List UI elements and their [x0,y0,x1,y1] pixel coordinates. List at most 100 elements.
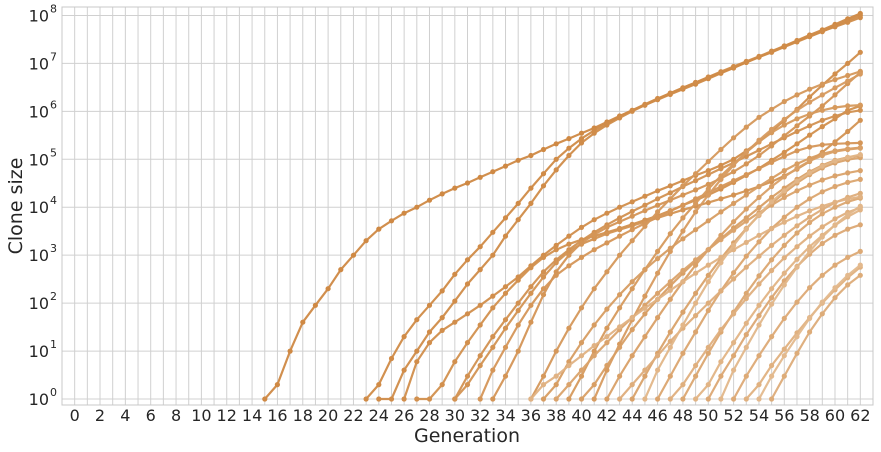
data-point [363,396,369,402]
data-point [769,267,775,274]
data-point [807,182,813,188]
data-point [705,262,711,268]
data-point [578,240,585,246]
data-point [515,300,521,306]
data-point [794,141,800,147]
data-point [693,196,699,202]
data-point [464,373,471,379]
data-point [756,183,762,190]
data-point [477,362,483,369]
data-point [642,334,648,340]
data-point [819,107,825,113]
data-point [667,329,673,335]
data-point [794,128,800,135]
data-point [756,137,762,143]
data-point [617,215,623,221]
data-point [781,188,787,194]
data-point [743,218,749,224]
data-point [578,254,585,260]
data-point [756,114,762,120]
x-tick-label: 32 [470,406,490,425]
data-point [401,396,407,402]
data-point [807,99,813,105]
x-tick-label: 38 [546,406,566,425]
data-point [528,290,534,296]
data-point [845,196,851,202]
data-point [578,340,585,346]
data-point [642,367,648,373]
data-point [452,271,458,277]
data-point [794,148,800,154]
data-point [439,288,445,294]
data-point [667,287,673,293]
y-tick-label: 10 1 [29,338,57,361]
data-point [452,319,458,325]
data-point [807,219,813,226]
data-point [756,212,762,218]
data-point [477,353,483,359]
data-point [781,282,787,288]
data-point [502,325,509,331]
data-point [794,264,800,270]
data-point [845,19,851,25]
data-point [743,58,749,64]
data-point [819,211,825,217]
data-point [693,300,699,306]
data-point [667,296,673,302]
data-point [502,373,509,379]
data-point [769,106,775,112]
data-point [857,117,863,123]
data-point [832,216,838,222]
data-point [528,284,534,290]
data-point [502,290,509,296]
y-tick-exponent: 3 [50,242,57,255]
data-point [718,166,724,172]
x-axis-label: Generation [414,425,520,447]
x-tick-label: 42 [597,406,617,425]
data-point [680,350,686,356]
x-tick-label: 20 [318,406,338,425]
data-point [629,108,635,114]
data-point [731,200,737,206]
data-point [718,146,724,153]
data-point [629,327,635,333]
data-point [781,149,787,155]
data-point [693,262,699,268]
data-point [578,353,585,359]
data-point [857,207,863,213]
data-point [819,81,825,87]
data-point [832,24,838,30]
y-tick-label: 10 8 [29,2,57,25]
data-point [502,163,509,169]
series-9 [528,68,863,402]
data-point [743,320,749,326]
data-point [794,230,800,236]
data-point [794,178,800,184]
data-point [515,348,521,354]
data-point [794,161,800,167]
data-point [731,353,737,359]
x-axis-ticks: 0 2 4 6 8 10 12 14 16 18 20 22 24 26 28 30 32 34 36 38 40 42 4… [70,406,871,425]
data-point [819,224,825,230]
data-point [693,329,699,335]
data-point [604,325,610,331]
data-point [629,238,635,244]
data-point [591,286,597,292]
data-point [819,117,825,123]
data-point [845,103,851,109]
data-point [439,327,445,333]
data-point [287,348,293,354]
x-tick-label: 30 [445,406,465,425]
data-point [819,311,825,317]
data-point [617,324,623,330]
y-tick-label: 10 4 [29,194,57,217]
data-point [566,152,572,159]
data-point [566,233,572,239]
data-point [819,124,825,130]
data-point [807,170,813,176]
data-point [591,382,597,388]
data-point [642,293,648,299]
data-point [832,141,838,147]
data-point [718,373,724,379]
data-point [718,327,724,333]
